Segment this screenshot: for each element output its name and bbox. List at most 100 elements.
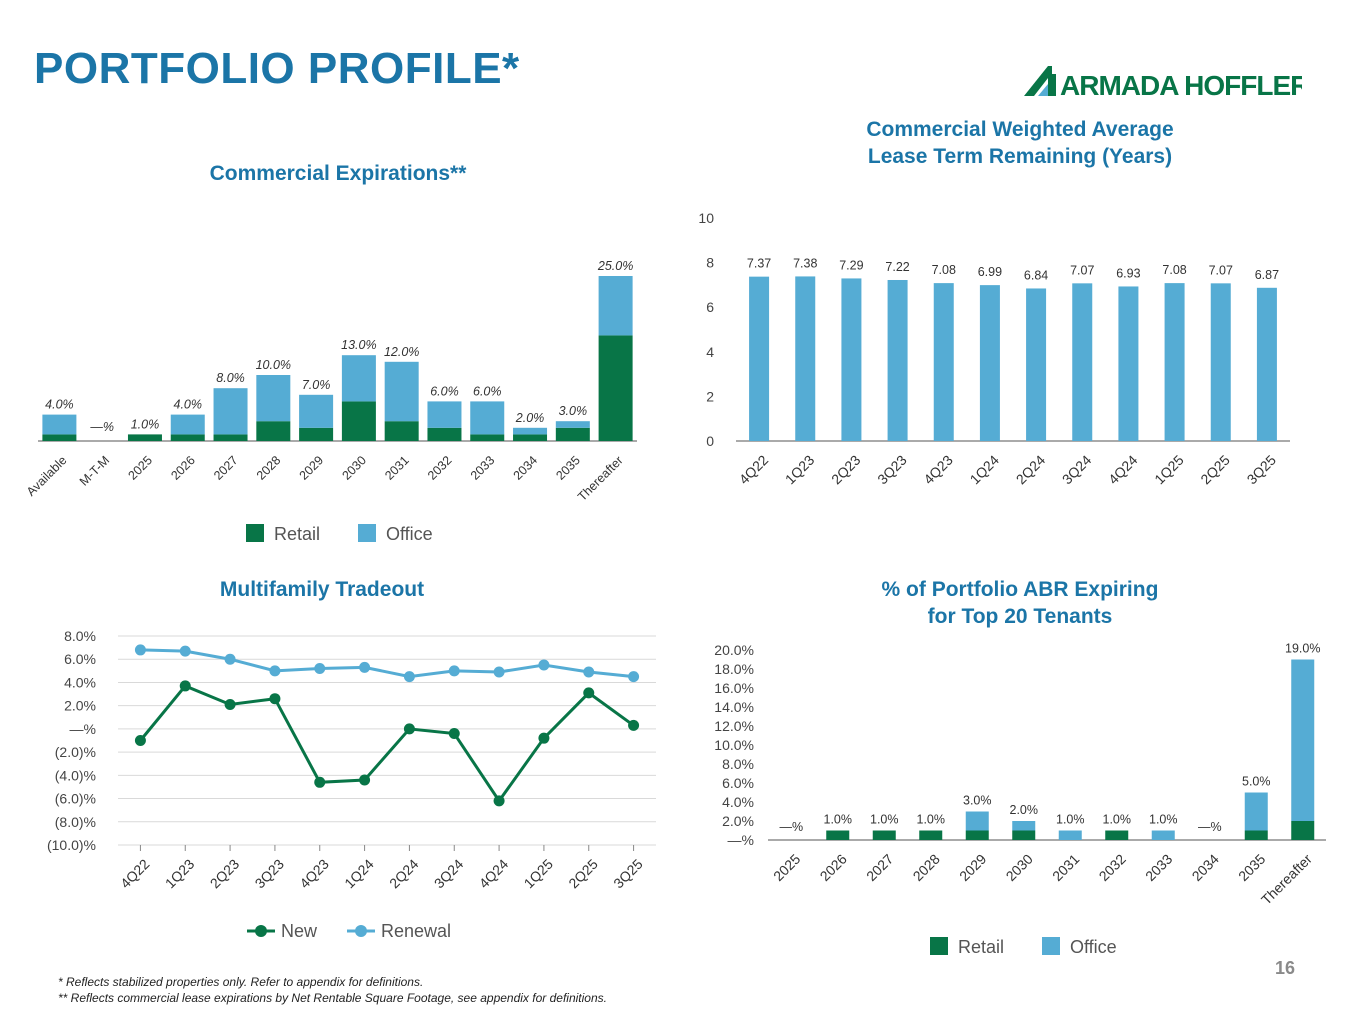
x-tick-label: 2032 — [1096, 851, 1129, 884]
bar-retail — [1012, 830, 1036, 840]
point-new — [269, 693, 281, 705]
point-renewal — [269, 665, 281, 677]
bar-office — [341, 355, 376, 402]
legend-swatch-retail — [930, 937, 948, 955]
x-tick-label: 3Q23 — [874, 452, 910, 488]
bar-retail — [384, 421, 419, 441]
footnote-2: ** Reflects commercial lease expirations… — [58, 991, 607, 1005]
x-tick-label: 1Q25 — [1151, 452, 1187, 488]
y-tick-label: 12.0% — [714, 718, 754, 734]
chart-title-line: for Top 20 Tenants — [927, 605, 1113, 628]
data-label: 7.22 — [885, 260, 909, 274]
x-tick-label: 4Q23 — [920, 452, 956, 488]
bar-retail — [919, 830, 943, 840]
page-number: 16 — [1275, 958, 1296, 978]
x-tick-label: 3Q24 — [1059, 452, 1095, 488]
logo-mark-icon — [1024, 66, 1056, 96]
x-tick-label: 3Q25 — [1244, 452, 1280, 488]
data-label: 25.0% — [597, 259, 633, 273]
x-tick-label: 3Q23 — [252, 856, 288, 892]
point-renewal — [314, 663, 326, 675]
x-tick-label: 3Q24 — [431, 856, 467, 892]
data-label: 10.0% — [256, 358, 291, 372]
chart-title-multifamily-tradeout: Multifamily Tradeout — [219, 578, 425, 601]
data-label: 7.08 — [932, 263, 956, 277]
data-label: —% — [89, 420, 114, 434]
x-tick-label: 2034 — [1189, 851, 1222, 884]
bar-walt — [1026, 288, 1047, 441]
bar-office — [1244, 792, 1268, 831]
y-tick-label: 0 — [706, 433, 714, 449]
data-label: 1.0% — [131, 417, 160, 431]
x-tick-label: 2031 — [1049, 851, 1082, 884]
x-tick-label: 2029 — [297, 453, 327, 483]
bar-office — [42, 414, 77, 435]
x-tick-label: 2032 — [425, 453, 455, 483]
data-label: 6.0% — [473, 384, 502, 398]
bar-retail — [299, 427, 334, 441]
bar-office — [1058, 830, 1082, 840]
bar-walt — [1072, 283, 1093, 441]
bar-walt — [887, 279, 908, 441]
legend-label-office: Office — [386, 524, 433, 544]
x-tick-label: 4Q23 — [296, 856, 332, 892]
data-label: 1.0% — [870, 813, 899, 827]
x-tick-label: 4Q22 — [736, 452, 772, 488]
bar-retail — [427, 427, 462, 441]
x-tick-label: 2029 — [956, 851, 989, 884]
bar-retail — [1244, 830, 1268, 840]
bar-retail — [213, 434, 248, 441]
x-tick-label: 2Q23 — [828, 452, 864, 488]
y-tick-label: 4.0% — [722, 794, 754, 810]
x-tick-label: 2033 — [1142, 851, 1175, 884]
data-label: 1.0% — [1056, 813, 1085, 827]
data-label: 7.07 — [1070, 263, 1094, 277]
data-label: 2.0% — [1010, 803, 1039, 817]
chart-title-line: Commercial Weighted Average — [866, 118, 1174, 141]
x-tick-label: 2Q24 — [386, 856, 422, 892]
y-tick-label: 4.0% — [64, 674, 96, 690]
chart-title-line: % of Portfolio ABR Expiring — [881, 578, 1159, 601]
x-tick-label: 2035 — [1235, 851, 1268, 884]
point-new — [448, 728, 460, 740]
y-tick-label: (6.0)% — [55, 791, 96, 807]
data-label: 3.0% — [963, 794, 992, 808]
bar-retail — [170, 434, 205, 441]
bar-walt — [1118, 286, 1139, 441]
x-tick-label: 2026 — [817, 851, 850, 884]
y-tick-label: (2.0)% — [55, 744, 96, 760]
bar-office — [1012, 821, 1036, 831]
point-new — [628, 719, 640, 731]
series-line-new — [139, 684, 635, 804]
x-tick-label: 4Q24 — [1105, 452, 1141, 488]
x-tick-label: 2025 — [770, 851, 803, 884]
data-label: 1.0% — [1103, 813, 1132, 827]
data-label: 6.84 — [1024, 268, 1048, 282]
series-line-renewal — [140, 648, 634, 679]
y-tick-label: 6.0% — [722, 775, 754, 791]
data-label: 13.0% — [341, 338, 376, 352]
x-tick-label: 2027 — [211, 453, 241, 483]
point-renewal — [628, 671, 640, 683]
point-new — [179, 680, 191, 692]
x-tick-label: 2Q25 — [1197, 452, 1233, 488]
y-tick-label: 8.0% — [722, 756, 754, 772]
point-new — [583, 687, 595, 699]
legend-marker-new — [255, 925, 267, 937]
legend-swatch-retail — [246, 524, 264, 542]
bar-office — [384, 361, 419, 422]
footnote-1: * Reflects stabilized properties only. R… — [58, 975, 424, 989]
chart-title-commercial-expirations: Commercial Expirations** — [209, 162, 467, 185]
bar-retail — [470, 434, 505, 441]
data-label: 7.0% — [302, 378, 331, 392]
point-new — [538, 732, 550, 744]
bar-walt — [979, 285, 1000, 441]
bar-walt — [1256, 287, 1277, 441]
data-label: 19.0% — [1285, 642, 1320, 656]
point-new — [134, 735, 146, 746]
y-tick-label: 2 — [706, 388, 714, 404]
y-tick-label: (10.0)% — [47, 837, 96, 853]
bar-retail — [341, 401, 376, 441]
point-renewal — [179, 645, 191, 657]
bar-walt — [749, 276, 770, 441]
